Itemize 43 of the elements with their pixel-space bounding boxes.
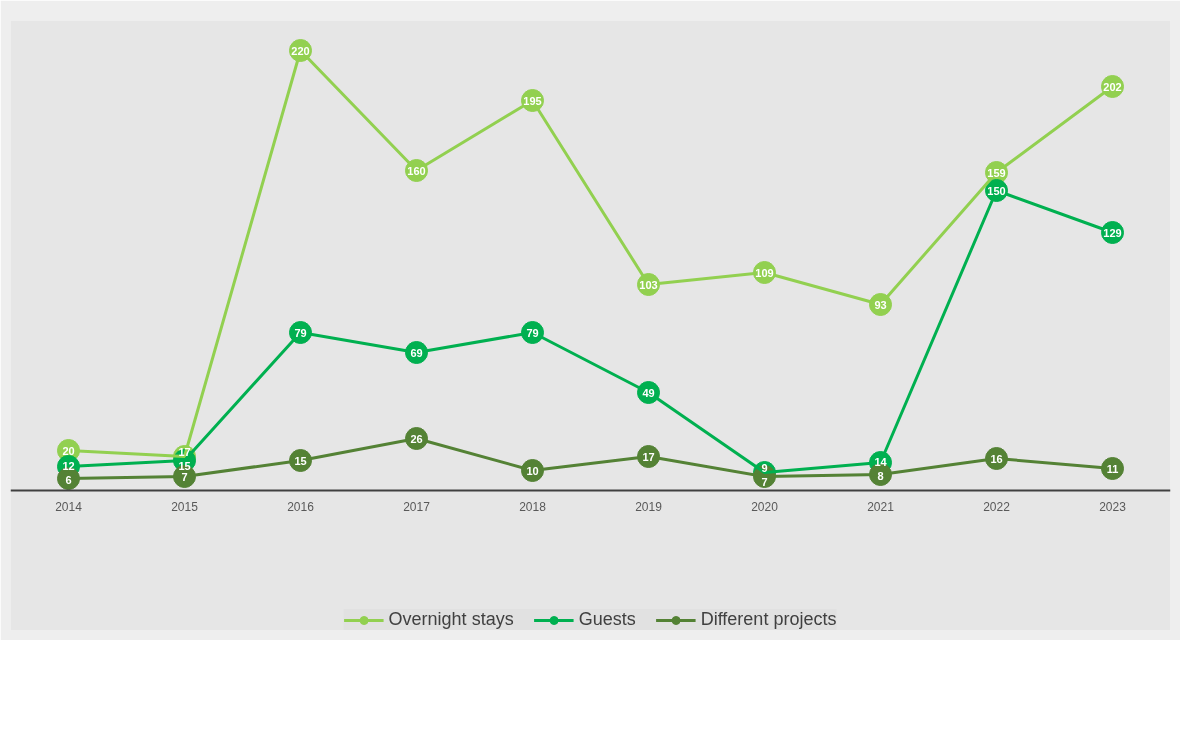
x-tick-label: 2022 <box>983 499 1011 514</box>
x-tick-label: 2020 <box>751 499 779 514</box>
data-label: 17 <box>642 450 655 463</box>
data-label: 79 <box>294 326 307 339</box>
data-label: 17 <box>178 445 191 458</box>
data-label: 12 <box>62 459 75 472</box>
data-label: 8 <box>877 469 884 482</box>
data-label: 14 <box>874 455 888 468</box>
data-label: 9 <box>761 461 768 474</box>
data-label: 15 <box>178 459 191 472</box>
data-label: 129 <box>1103 226 1122 239</box>
data-label: 20 <box>62 444 75 457</box>
x-tick-label: 2015 <box>171 499 199 514</box>
data-label: 103 <box>639 278 658 291</box>
x-tick-label: 2019 <box>635 499 663 514</box>
data-label: 7 <box>761 475 768 488</box>
data-label: 7 <box>181 470 188 483</box>
data-label: 150 <box>987 184 1006 197</box>
data-label: 26 <box>410 432 423 445</box>
data-label: 16 <box>990 452 1003 465</box>
x-tick-label: 2021 <box>867 499 895 514</box>
data-label: 6 <box>65 473 72 486</box>
data-label: 69 <box>410 346 423 359</box>
data-label: 109 <box>755 266 774 279</box>
data-label: 202 <box>1103 80 1122 93</box>
legend-label: Overnight stays <box>388 609 514 630</box>
legend-label: Different projects <box>700 609 837 630</box>
data-label: 49 <box>642 386 655 399</box>
x-tick-label: 2016 <box>287 499 315 514</box>
x-tick-label: 2014 <box>55 499 83 514</box>
data-label: 79 <box>526 326 539 339</box>
data-label: 93 <box>874 298 887 311</box>
data-label: 220 <box>291 44 310 57</box>
data-label: 15 <box>294 454 307 467</box>
data-label: 159 <box>987 166 1006 179</box>
data-label: 11 <box>1106 462 1119 475</box>
x-tick-label: 2018 <box>519 499 547 514</box>
data-label: 195 <box>523 94 542 107</box>
x-tick-label: 2023 <box>1099 499 1127 514</box>
data-label: 160 <box>407 164 426 177</box>
legend-label: Guests <box>578 609 636 630</box>
data-label: 10 <box>526 464 539 477</box>
x-tick-label: 2017 <box>403 499 431 514</box>
